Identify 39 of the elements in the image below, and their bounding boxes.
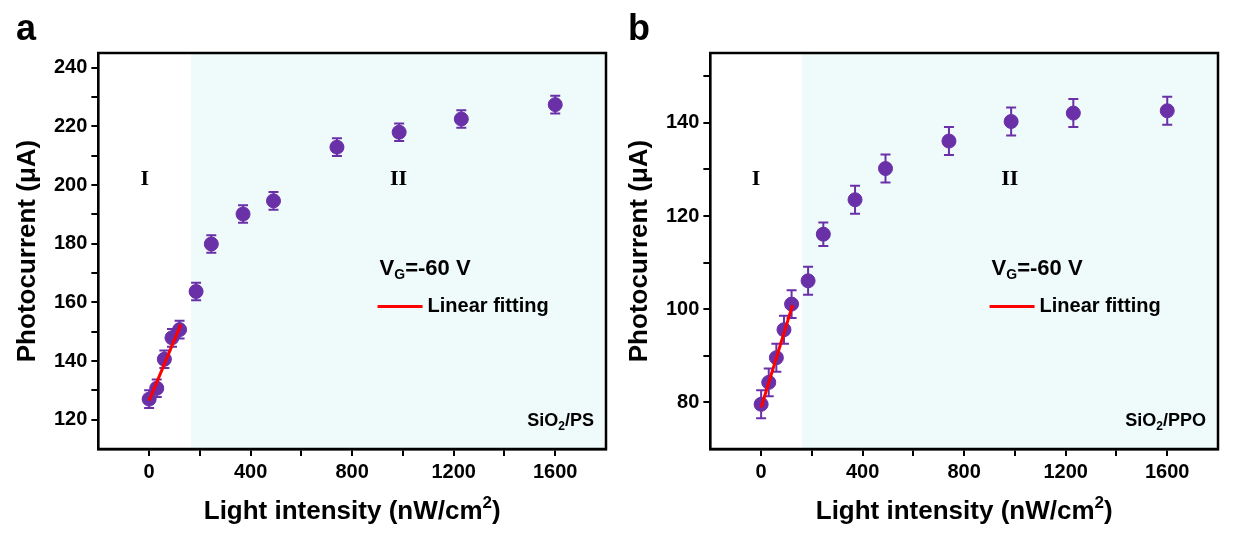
legend-label: Linear fitting (1039, 293, 1161, 316)
y-tick-label: 180 (53, 231, 88, 254)
band-label: I (751, 165, 761, 191)
point (800, 273, 816, 289)
y-tick-label: 240 (53, 55, 88, 78)
y-tick-label: 120 (665, 203, 700, 226)
legend-label: Linear fitting (427, 293, 549, 316)
x-tick-label: 0 (755, 459, 767, 482)
y-axis-title: Photocurrent (μA) (623, 139, 654, 363)
point (1159, 103, 1175, 119)
band-label: II (389, 165, 408, 191)
y-tick-label: 120 (53, 407, 88, 430)
chart-title: b (628, 6, 650, 48)
point (941, 133, 957, 149)
x-tick-label: 400 (233, 459, 268, 482)
point (1065, 105, 1081, 121)
band-label: I (140, 165, 149, 191)
x-tick-label: 1200 (431, 459, 476, 482)
band-label: II (1001, 165, 1019, 191)
y-tick-label: 160 (53, 289, 88, 312)
y-tick-label: 140 (665, 110, 700, 133)
y-tick-label: 100 (665, 296, 700, 319)
point (847, 192, 863, 208)
point (878, 161, 893, 177)
y-tick-label: 80 (677, 389, 700, 412)
x-tick-label: 1200 (1043, 459, 1088, 482)
x-tick-label: 400 (845, 459, 880, 482)
x-tick-label: 800 (947, 459, 981, 482)
y-tick-label: 140 (53, 348, 88, 371)
point (1003, 113, 1019, 129)
chart-title: a (16, 6, 37, 48)
x-tick-label: 1600 (1144, 459, 1190, 482)
x-tick-label: 800 (335, 459, 369, 482)
y-axis-title: Photocurrent (μA) (11, 139, 42, 363)
x-tick-label: 1600 (532, 459, 578, 482)
y-tick-label: 220 (53, 113, 88, 136)
y-tick-label: 200 (53, 172, 88, 195)
point (815, 226, 831, 242)
x-tick-label: 0 (143, 459, 155, 482)
